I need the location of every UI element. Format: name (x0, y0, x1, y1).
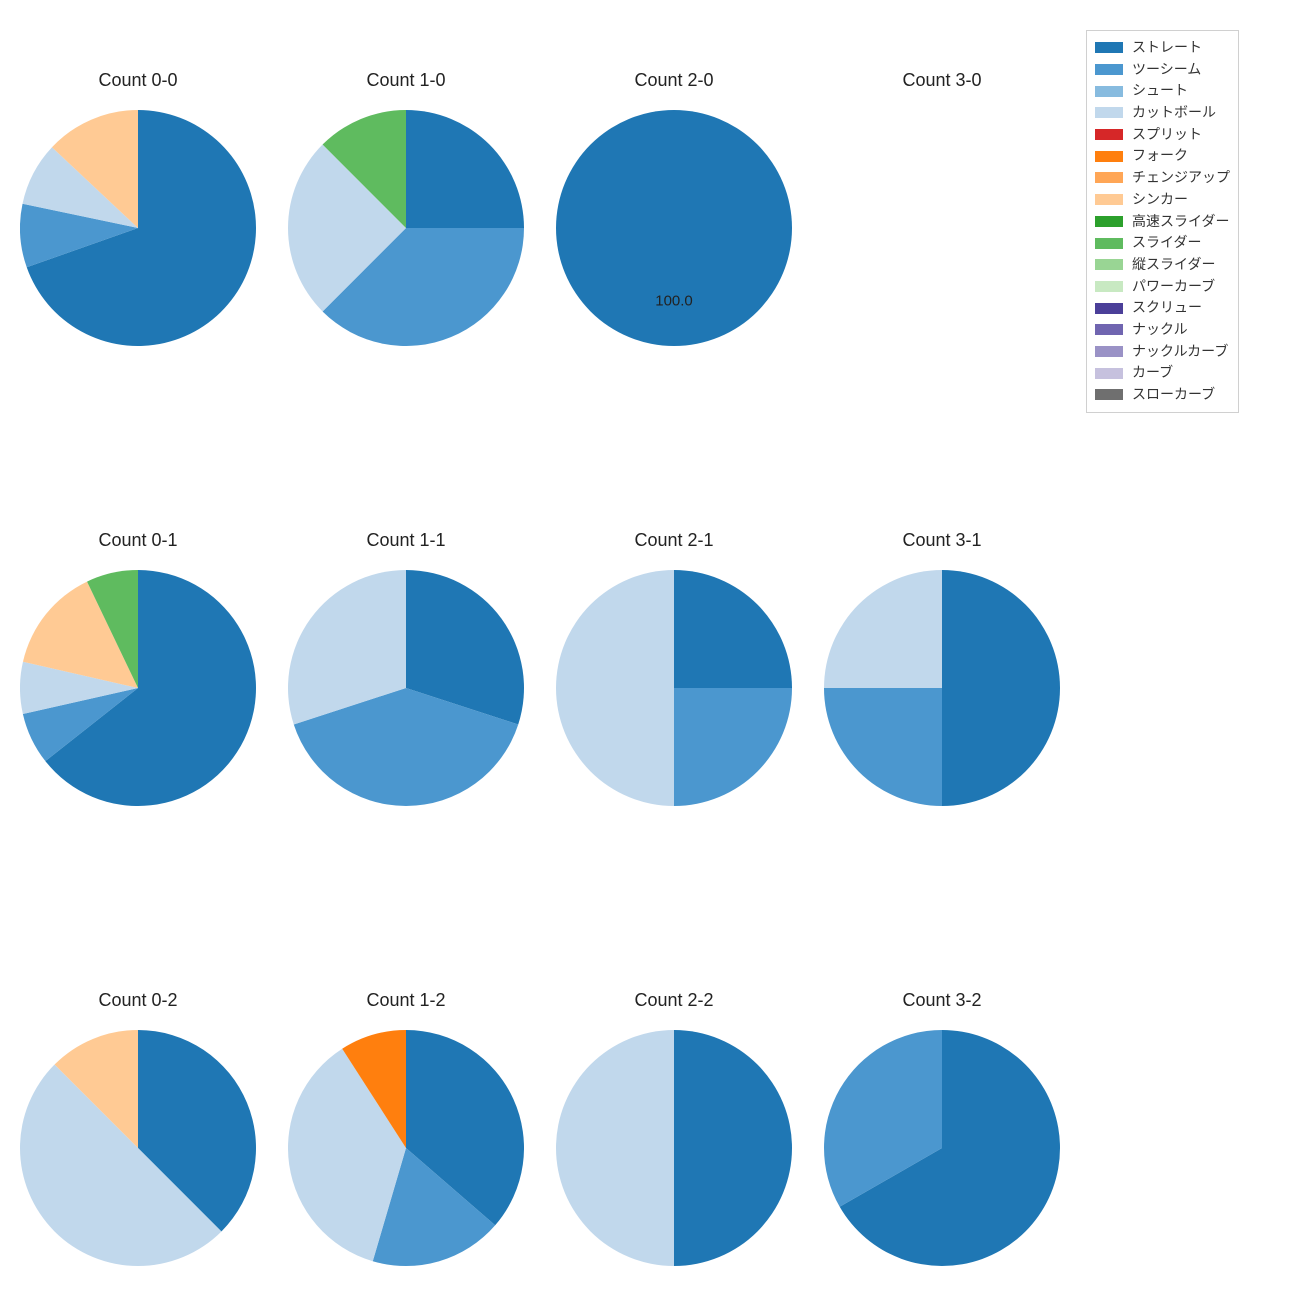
legend-item: カーブ (1095, 362, 1230, 384)
chart-title: Count 1-2 (288, 990, 524, 1011)
pie-slice (556, 1030, 674, 1266)
pie-slice (674, 688, 792, 806)
pie-svg (20, 110, 256, 346)
chart-title: Count 0-0 (20, 70, 256, 91)
legend-swatch (1095, 259, 1123, 270)
pie-slice (406, 110, 524, 228)
legend-item: ナックル (1095, 319, 1230, 341)
chart-title: Count 0-1 (20, 530, 256, 551)
page-root: ストレートツーシームシュートカットボールスプリットフォークチェンジアップシンカー… (0, 0, 1300, 1300)
pie-svg (824, 570, 1060, 806)
legend-label: カーブ (1132, 362, 1173, 384)
pie-slice (942, 570, 1060, 806)
legend-item: スプリット (1095, 124, 1230, 146)
chart-title: Count 3-0 (824, 70, 1060, 91)
legend-item: シュート (1095, 80, 1230, 102)
legend-item: チェンジアップ (1095, 167, 1230, 189)
legend: ストレートツーシームシュートカットボールスプリットフォークチェンジアップシンカー… (1086, 30, 1239, 413)
pie-svg (288, 1030, 524, 1266)
chart-title: Count 2-1 (556, 530, 792, 551)
legend-label: シンカー (1132, 189, 1188, 211)
legend-item: スローカーブ (1095, 384, 1230, 406)
legend-item: ナックルカーブ (1095, 341, 1230, 363)
legend-swatch (1095, 238, 1123, 249)
legend-label: ナックルカーブ (1132, 341, 1228, 363)
legend-item: パワーカーブ (1095, 276, 1230, 298)
legend-swatch (1095, 107, 1123, 118)
pie-svg (20, 570, 256, 806)
legend-label: ストレート (1132, 37, 1202, 59)
legend-swatch (1095, 64, 1123, 75)
chart-title: Count 2-0 (556, 70, 792, 91)
legend-item: スクリュー (1095, 297, 1230, 319)
chart-title: Count 0-2 (20, 990, 256, 1011)
legend-item: 高速スライダー (1095, 211, 1230, 233)
pie-svg (20, 1030, 256, 1266)
legend-label: シュート (1132, 80, 1188, 102)
legend-swatch (1095, 194, 1123, 205)
slice-label: 100.0 (655, 293, 693, 310)
chart-title: Count 3-1 (824, 530, 1060, 551)
legend-label: カットボール (1132, 102, 1216, 124)
pie-slice (824, 570, 942, 688)
legend-label: パワーカーブ (1132, 276, 1215, 298)
legend-swatch (1095, 216, 1123, 227)
legend-swatch (1095, 151, 1123, 162)
pie-svg (556, 570, 792, 806)
pie-slice (824, 688, 942, 806)
legend-swatch (1095, 303, 1123, 314)
legend-item: カットボール (1095, 102, 1230, 124)
legend-swatch (1095, 346, 1123, 357)
legend-swatch (1095, 86, 1123, 97)
legend-swatch (1095, 172, 1123, 183)
pie-svg (556, 1030, 792, 1266)
legend-label: スローカーブ (1132, 384, 1215, 406)
chart-title: Count 3-2 (824, 990, 1060, 1011)
legend-swatch (1095, 42, 1123, 53)
chart-title: Count 2-2 (556, 990, 792, 1011)
legend-item: 縦スライダー (1095, 254, 1230, 276)
legend-item: フォーク (1095, 145, 1230, 167)
legend-item: スライダー (1095, 232, 1230, 254)
pie-slice (556, 110, 792, 346)
legend-swatch (1095, 389, 1123, 400)
legend-label: ツーシーム (1132, 59, 1201, 81)
legend-label: チェンジアップ (1132, 167, 1230, 189)
legend-label: 高速スライダー (1132, 211, 1229, 233)
legend-label: ナックル (1132, 319, 1188, 341)
legend-label: フォーク (1132, 145, 1188, 167)
pie-slice (674, 570, 792, 688)
pie-svg (288, 110, 524, 346)
chart-title: Count 1-1 (288, 530, 524, 551)
legend-label: スプリット (1132, 124, 1202, 146)
legend-swatch (1095, 324, 1123, 335)
legend-label: スクリュー (1132, 297, 1202, 319)
legend-swatch (1095, 368, 1123, 379)
legend-item: ストレート (1095, 37, 1230, 59)
pie-slice (674, 1030, 792, 1266)
pie-svg (824, 110, 1060, 346)
pie-svg (824, 1030, 1060, 1266)
legend-label: スライダー (1132, 232, 1201, 254)
pie-slice (556, 570, 674, 806)
legend-swatch (1095, 281, 1123, 292)
legend-item: シンカー (1095, 189, 1230, 211)
legend-swatch (1095, 129, 1123, 140)
legend-label: 縦スライダー (1132, 254, 1215, 276)
legend-item: ツーシーム (1095, 59, 1230, 81)
pie-svg (556, 110, 792, 346)
chart-title: Count 1-0 (288, 70, 524, 91)
pie-svg (288, 570, 524, 806)
